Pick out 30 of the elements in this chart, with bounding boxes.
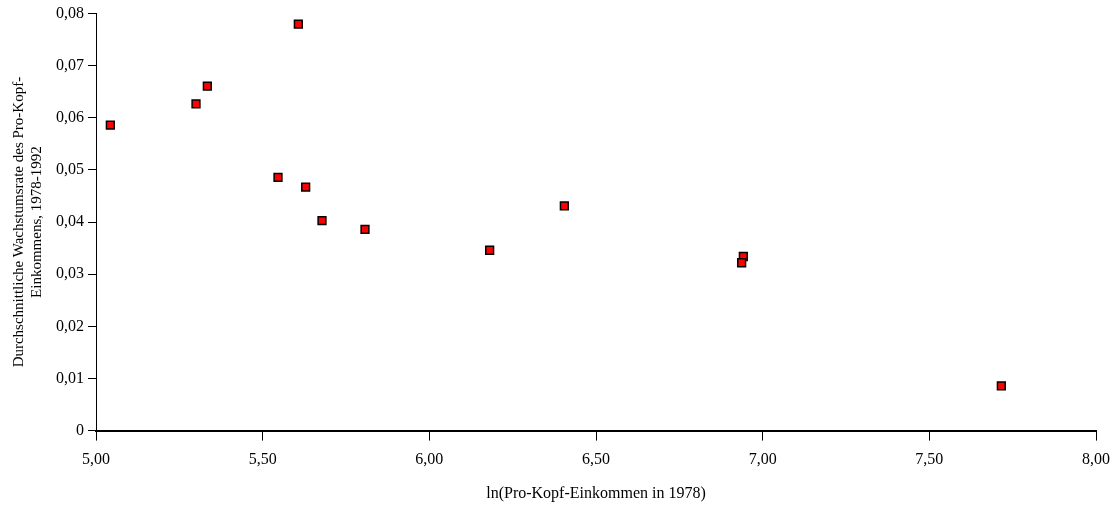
- point: [317, 215, 327, 226]
- y-tick-label: 0,06: [56, 108, 84, 126]
- x-tick-label: 6,00: [415, 450, 444, 468]
- y-axis-title: Durchschnittliche Wachstumsrate des Pro-Kopf-Einkommens, 1978-1992: [9, 76, 44, 368]
- x-tick-label: 6,50: [582, 450, 610, 468]
- point: [191, 99, 201, 109]
- x-tick-label: 8,00: [1082, 450, 1110, 468]
- y-tick-label: 0,03: [56, 264, 84, 282]
- x-tick-label: 7,00: [748, 450, 777, 468]
- point: [996, 381, 1006, 391]
- point: [559, 201, 569, 211]
- x-axis-title: ln(Pro-Kopf-Einkommen in 1978): [486, 483, 706, 502]
- y-tick-label: 0,02: [56, 316, 84, 334]
- x-tick-label: 7,50: [915, 450, 944, 468]
- point: [360, 224, 370, 235]
- point: [105, 120, 115, 130]
- point: [202, 81, 212, 91]
- point: [737, 258, 747, 268]
- y-tick-label: 0,05: [56, 160, 84, 178]
- y-tick-label: 0,01: [56, 368, 84, 386]
- point: [273, 172, 283, 182]
- point: [485, 245, 495, 255]
- x-tick-label: 5,50: [248, 450, 277, 468]
- y-tick-label: 0,08: [56, 3, 84, 21]
- x-tick-label: 5,00: [82, 450, 110, 468]
- point: [293, 19, 303, 29]
- y-tick-label: 0,07: [56, 55, 84, 73]
- y-tick-label: 0,04: [56, 212, 84, 230]
- point: [301, 182, 311, 192]
- y-tick-label: 0: [76, 420, 84, 438]
